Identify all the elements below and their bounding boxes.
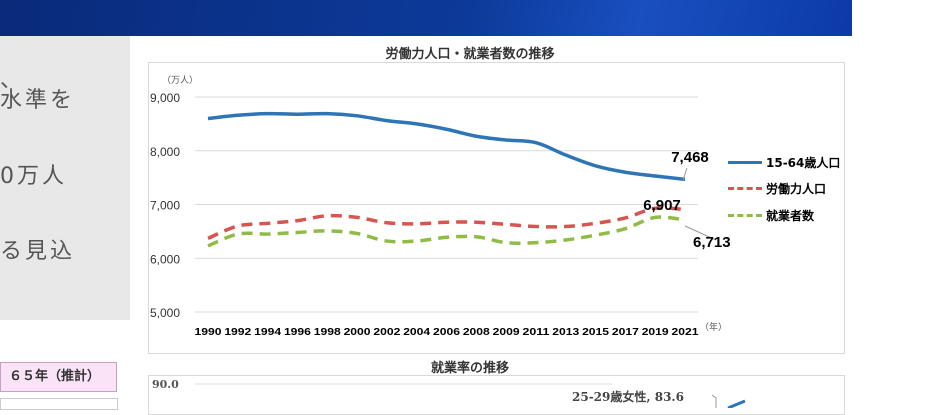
x-tick-label: 2021 (672, 327, 700, 338)
legend-item: 就業者数 (728, 207, 814, 224)
x-tick-label: 2004 (403, 327, 431, 338)
x-tick-label: 2019 (642, 327, 670, 338)
legend-swatch (728, 187, 762, 190)
x-tick-label: 2002 (373, 327, 401, 338)
legend-swatch (728, 214, 762, 217)
x-tick-label: 1994 (254, 327, 282, 338)
x-tick-label: 2017 (612, 327, 640, 338)
y-tick-label: 6,000 (150, 252, 180, 266)
legend-item: 労働力人口 (728, 180, 826, 197)
legend-label: 就業者数 (766, 207, 814, 224)
y-tick-label: 5,000 (150, 306, 180, 320)
legend-label: 15-64歳人口 (766, 154, 840, 171)
chart2-series-line (728, 401, 745, 408)
x-tick-label: 2008 (463, 327, 491, 338)
chart2-leader-line (712, 395, 716, 408)
x-tick-label: 2009 (493, 327, 521, 338)
legend-label: 労働力人口 (766, 180, 826, 197)
y-axis-unit: （万人） (162, 75, 198, 86)
series-line (208, 114, 685, 180)
x-tick-label: 2011 (522, 327, 550, 338)
x-tick-label: 2000 (344, 327, 372, 338)
data-label: 7,468 (671, 149, 709, 166)
x-tick-label: 2013 (552, 327, 580, 338)
x-tick-label: 1990 (195, 327, 223, 338)
legend-item: 15-64歳人口 (728, 154, 840, 171)
data-label: 6,713 (693, 234, 731, 251)
x-tick-label: 1998 (314, 327, 342, 338)
y-tick-label: 7,000 (150, 199, 180, 213)
legend-swatch (728, 161, 762, 164)
x-tick-label: 1996 (284, 327, 312, 338)
data-label: 6,907 (643, 197, 681, 214)
x-tick-label: 2006 (433, 327, 461, 338)
y-tick-label: 9,000 (150, 91, 180, 105)
x-tick-label: 2015 (582, 327, 610, 338)
x-tick-label: 1992 (224, 327, 252, 338)
x-axis-unit: （年） (700, 321, 727, 333)
y-tick-label: 8,000 (150, 145, 180, 159)
